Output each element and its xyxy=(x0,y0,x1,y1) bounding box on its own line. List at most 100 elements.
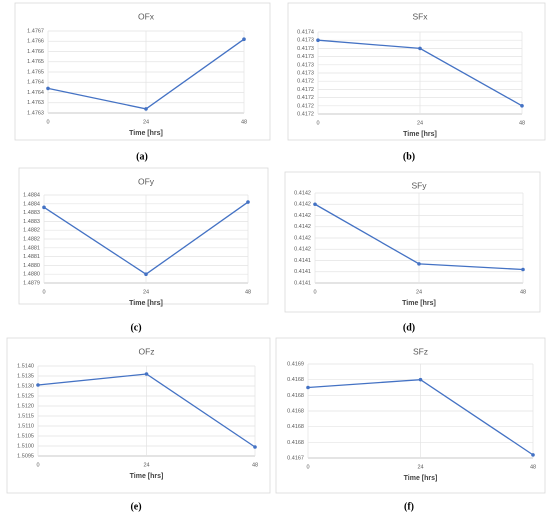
data-point xyxy=(36,383,40,387)
y-tick-label: 0.4167 xyxy=(287,455,304,461)
x-axis-title: Time [hrs] xyxy=(130,473,164,480)
y-tick-label: 1.4880 xyxy=(23,263,40,269)
x-tick-label: 24 xyxy=(143,289,149,295)
chart-title: OFy xyxy=(138,176,155,186)
caption: (a) xyxy=(136,151,148,162)
y-tick-label: 1.5130 xyxy=(17,383,34,389)
y-tick-label: 1.5125 xyxy=(17,393,34,399)
y-tick-label: 1.4882 xyxy=(23,228,40,234)
y-tick-label: 1.4881 xyxy=(23,254,40,260)
data-point xyxy=(144,272,148,277)
y-tick-label: 0.4142 xyxy=(294,247,311,253)
y-tick-label: 0.4173 xyxy=(297,54,314,60)
x-axis-title: Time [hrs] xyxy=(403,131,437,138)
x-tick-label: 48 xyxy=(530,464,536,470)
y-tick-label: 1.4766 xyxy=(27,49,44,55)
y-tick-label: 0.4174 xyxy=(297,29,314,35)
y-tick-label: 1.4884 xyxy=(23,192,40,198)
x-tick-label: 48 xyxy=(520,289,526,295)
y-tick-label: 1.5140 xyxy=(17,363,34,369)
y-tick-label: 1.4883 xyxy=(23,219,40,225)
y-tick-label: 0.4172 xyxy=(297,111,314,117)
y-tick-label: 0.4141 xyxy=(294,280,311,286)
panel xyxy=(284,171,541,313)
data-point xyxy=(418,46,422,51)
y-tick-label: 0.4168 xyxy=(287,408,304,414)
chart-title: OFx xyxy=(138,11,155,21)
y-tick-label: 1.4764 xyxy=(27,80,44,86)
data-point xyxy=(306,385,310,390)
y-tick-label: 1.4882 xyxy=(23,236,40,242)
y-tick-label: 1.4880 xyxy=(23,272,40,278)
y-tick-label: 1.4879 xyxy=(23,280,40,286)
y-tick-label: 0.4172 xyxy=(297,79,314,85)
y-tick-label: 0.4173 xyxy=(297,38,314,44)
y-tick-label: 1.5095 xyxy=(17,453,34,459)
x-tick-label: 0 xyxy=(46,119,49,125)
x-axis-title: Time [hrs] xyxy=(129,130,163,137)
caption: (d) xyxy=(403,322,415,333)
data-point xyxy=(242,37,246,41)
data-point xyxy=(521,267,525,272)
x-tick-label: 24 xyxy=(416,289,422,295)
chart-title: SFy xyxy=(411,180,427,190)
caption: (c) xyxy=(130,322,141,333)
panel xyxy=(14,2,271,141)
y-tick-label: 0.4168 xyxy=(287,377,304,383)
x-tick-label: 0 xyxy=(316,120,319,126)
data-point xyxy=(313,202,317,207)
data-point xyxy=(253,445,257,449)
panel xyxy=(287,2,546,141)
y-tick-label: 0.4172 xyxy=(297,95,314,101)
chart-title: SFz xyxy=(413,346,428,356)
y-tick-label: 0.4172 xyxy=(297,103,314,109)
y-tick-label: 0.4172 xyxy=(297,87,314,93)
x-tick-label: 24 xyxy=(417,120,423,126)
data-point xyxy=(520,104,524,108)
y-tick-label: 0.4169 xyxy=(287,361,304,367)
x-tick-label: 48 xyxy=(519,120,525,126)
caption: (f) xyxy=(404,501,414,512)
x-tick-label: 0 xyxy=(36,462,39,468)
data-point xyxy=(316,38,320,42)
x-tick-label: 48 xyxy=(241,119,247,125)
y-tick-label: 1.5105 xyxy=(17,433,34,439)
chart-title: OFz xyxy=(138,346,154,356)
y-tick-label: 0.4173 xyxy=(297,70,314,76)
y-tick-label: 1.4766 xyxy=(27,39,44,45)
data-point xyxy=(144,107,148,111)
y-tick-label: 1.4763 xyxy=(27,100,44,106)
x-tick-label: 24 xyxy=(143,119,149,125)
x-tick-label: 0 xyxy=(306,464,309,470)
y-tick-label: 0.4142 xyxy=(294,213,311,219)
y-tick-label: 0.4168 xyxy=(287,424,304,430)
y-tick-label: 1.4767 xyxy=(27,28,44,34)
x-tick-label: 48 xyxy=(245,289,251,295)
y-tick-label: 1.4883 xyxy=(23,210,40,216)
y-tick-label: 0.4173 xyxy=(297,62,314,68)
x-axis-title: Time [hrs] xyxy=(404,475,438,482)
x-tick-label: 0 xyxy=(313,289,316,295)
data-point xyxy=(144,372,149,376)
y-tick-label: 1.4881 xyxy=(23,245,40,251)
y-tick-label: 0.4142 xyxy=(294,202,311,208)
y-tick-label: 1.4764 xyxy=(27,90,44,96)
x-tick-label: 48 xyxy=(252,462,258,468)
data-point xyxy=(46,86,50,91)
data-point xyxy=(42,205,46,210)
x-axis-title: Time [hrs] xyxy=(129,300,163,307)
y-tick-label: 1.5115 xyxy=(18,413,34,419)
y-tick-label: 0.4168 xyxy=(287,393,304,399)
data-point xyxy=(246,200,250,204)
y-tick-label: 1.4765 xyxy=(27,69,44,75)
y-tick-label: 0.4173 xyxy=(297,46,314,52)
x-tick-label: 0 xyxy=(42,289,45,295)
y-tick-label: 0.4142 xyxy=(294,224,311,230)
x-tick-label: 24 xyxy=(143,462,149,468)
x-axis-title: Time [hrs] xyxy=(402,300,436,307)
y-tick-label: 1.4884 xyxy=(23,201,40,207)
y-tick-label: 1.5120 xyxy=(17,403,34,409)
y-tick-label: 0.4168 xyxy=(287,440,304,446)
y-tick-label: 1.4765 xyxy=(27,59,44,65)
